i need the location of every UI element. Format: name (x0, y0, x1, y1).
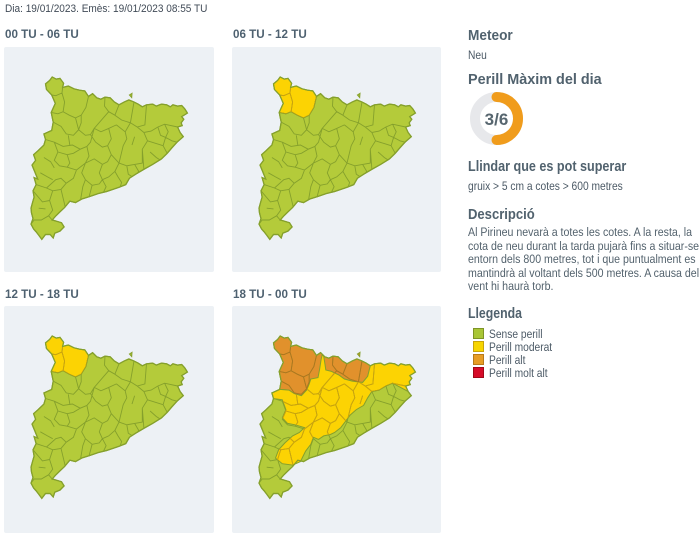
svg-text:3/6: 3/6 (485, 110, 509, 129)
